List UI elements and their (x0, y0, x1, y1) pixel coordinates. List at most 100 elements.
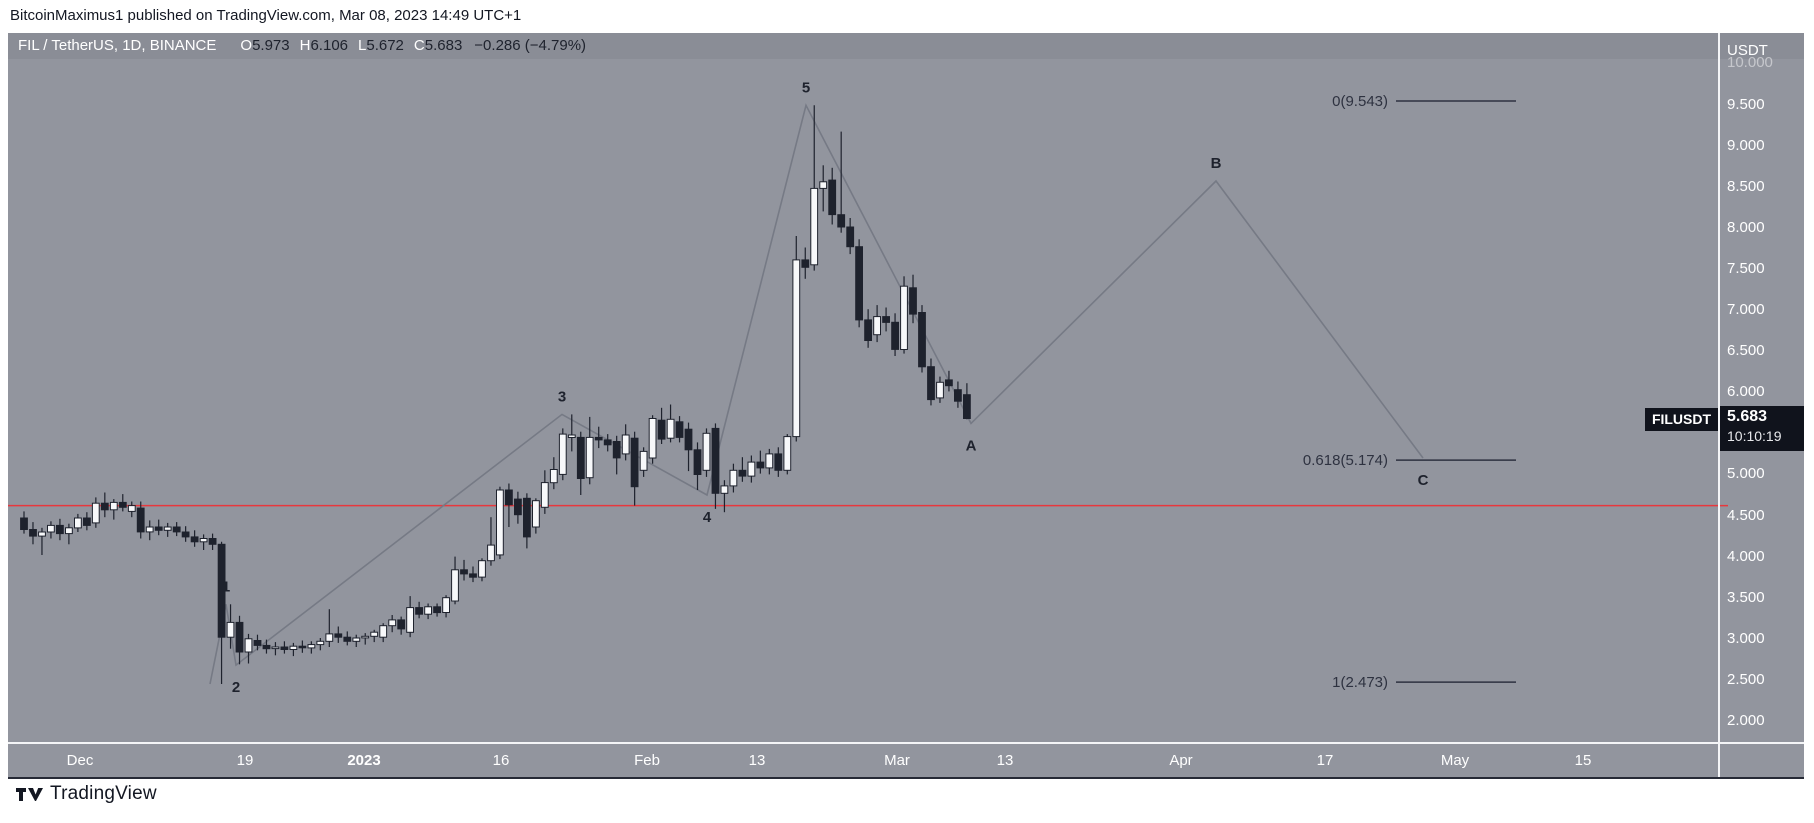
candle (963, 383, 971, 420)
candlestick-series (20, 105, 971, 684)
candle (127, 501, 136, 518)
candle (711, 423, 720, 509)
candle (352, 634, 361, 647)
candle (316, 638, 325, 651)
price-tick-label: 3.500 (1727, 588, 1765, 606)
time-tick-label: 19 (236, 752, 254, 769)
time-scale[interactable]: Dec 19 2023 16 Feb 13 Mar 13 Apr 17 May 15 (8, 744, 1804, 777)
candle (388, 615, 397, 633)
candle (145, 520, 154, 541)
candle (361, 633, 370, 645)
ohlc-value: 5.683 (424, 37, 463, 54)
ohlc-key: L (358, 37, 367, 54)
time-tick-label: Mar (884, 752, 910, 769)
candle (262, 639, 271, 654)
wave-label: 5 (802, 79, 810, 96)
candle (558, 428, 567, 481)
candle (451, 556, 459, 605)
candle (774, 447, 783, 477)
candle (100, 492, 109, 518)
ohlc-values: O5.973 H6.106 L5.672 C5.683 (230, 37, 462, 54)
candle (720, 480, 729, 513)
candle (289, 642, 298, 657)
candle (532, 498, 540, 534)
chart-container: FIL / TetherUS, 1D, BINANCE O5.973 H6.106 L… (8, 33, 1804, 779)
attribution-text: BitcoinMaximus1 published on TradingView… (10, 7, 522, 24)
candle (567, 414, 576, 452)
candle (837, 131, 846, 233)
candle (738, 457, 747, 482)
candle (549, 457, 558, 490)
candle (379, 623, 388, 643)
candle (29, 522, 37, 545)
candle (702, 428, 711, 477)
candle (334, 626, 343, 643)
candle (603, 434, 612, 452)
candle (585, 416, 594, 485)
candle (496, 486, 504, 560)
candle (20, 511, 28, 534)
candle (828, 167, 837, 225)
wave-label: 2 (232, 679, 240, 696)
candle (630, 431, 639, 506)
candle (397, 616, 406, 635)
candle (612, 435, 621, 475)
candle (163, 522, 172, 537)
ohlc-key: H (299, 37, 311, 54)
candle (756, 450, 765, 474)
candle (747, 455, 756, 483)
candle (253, 634, 262, 651)
candle (487, 517, 495, 566)
price-scale[interactable]: USDT 10.000 9.500 9.000 8.500 8.000 7.500 7.00… (1720, 33, 1804, 742)
price-tick-label: 2.500 (1727, 670, 1765, 688)
candle (783, 434, 792, 475)
wave-label: 3 (558, 388, 566, 405)
price-tick-label: 6.500 (1727, 342, 1765, 360)
ohlc-value: 5.973 (252, 37, 290, 54)
price-tick-label: 4.000 (1727, 547, 1765, 565)
change-value: −0.286 (−4.79%) (474, 37, 587, 54)
candle (576, 431, 585, 495)
tradingview-logo[interactable]: TradingView (15, 783, 157, 805)
symbol-title: FIL / TetherUS, 1D, BINANCE (18, 37, 217, 54)
candle (208, 533, 217, 550)
candle (846, 218, 855, 255)
candle (38, 527, 46, 555)
candle (280, 641, 289, 654)
price-tag-symbol: FILUSDT (1645, 408, 1718, 431)
candle (136, 501, 145, 539)
tradingview-logo-icon (16, 788, 43, 801)
candle (154, 519, 163, 536)
candle (181, 526, 190, 542)
ohlc-key: O (240, 37, 253, 54)
price-tick-label: 9.000 (1727, 136, 1765, 154)
time-tick-label: 17 (1316, 752, 1334, 769)
price-axis-separator (1718, 33, 1720, 777)
candle (657, 407, 666, 444)
price-tick-label: 10.000 (1727, 54, 1773, 72)
chart-plot-area[interactable]: 0(9.543) 0.618(5.174) 1(2.473) 1 2 3 4 5 A B C (8, 33, 1804, 777)
price-tag-value: 5.683 (1727, 408, 1768, 425)
candle (406, 596, 415, 638)
candle (505, 483, 513, 527)
wave-label: A (966, 437, 977, 454)
candle (693, 442, 702, 490)
candle (873, 305, 882, 343)
fib-level-label: 0(9.543) (1332, 93, 1388, 110)
candle (900, 276, 908, 354)
candle (226, 604, 235, 649)
candle (424, 603, 433, 620)
price-tick-label: 7.000 (1727, 301, 1765, 318)
candle (594, 426, 603, 449)
candle (244, 633, 253, 664)
time-tick-label: Dec (66, 752, 94, 769)
candle (954, 381, 962, 408)
candle (514, 491, 522, 524)
price-tick-label: 9.500 (1727, 95, 1765, 113)
candle (540, 470, 549, 514)
candle (810, 105, 819, 271)
candle (927, 358, 935, 406)
candle (882, 307, 891, 332)
candle (118, 494, 127, 512)
candle (819, 165, 828, 212)
